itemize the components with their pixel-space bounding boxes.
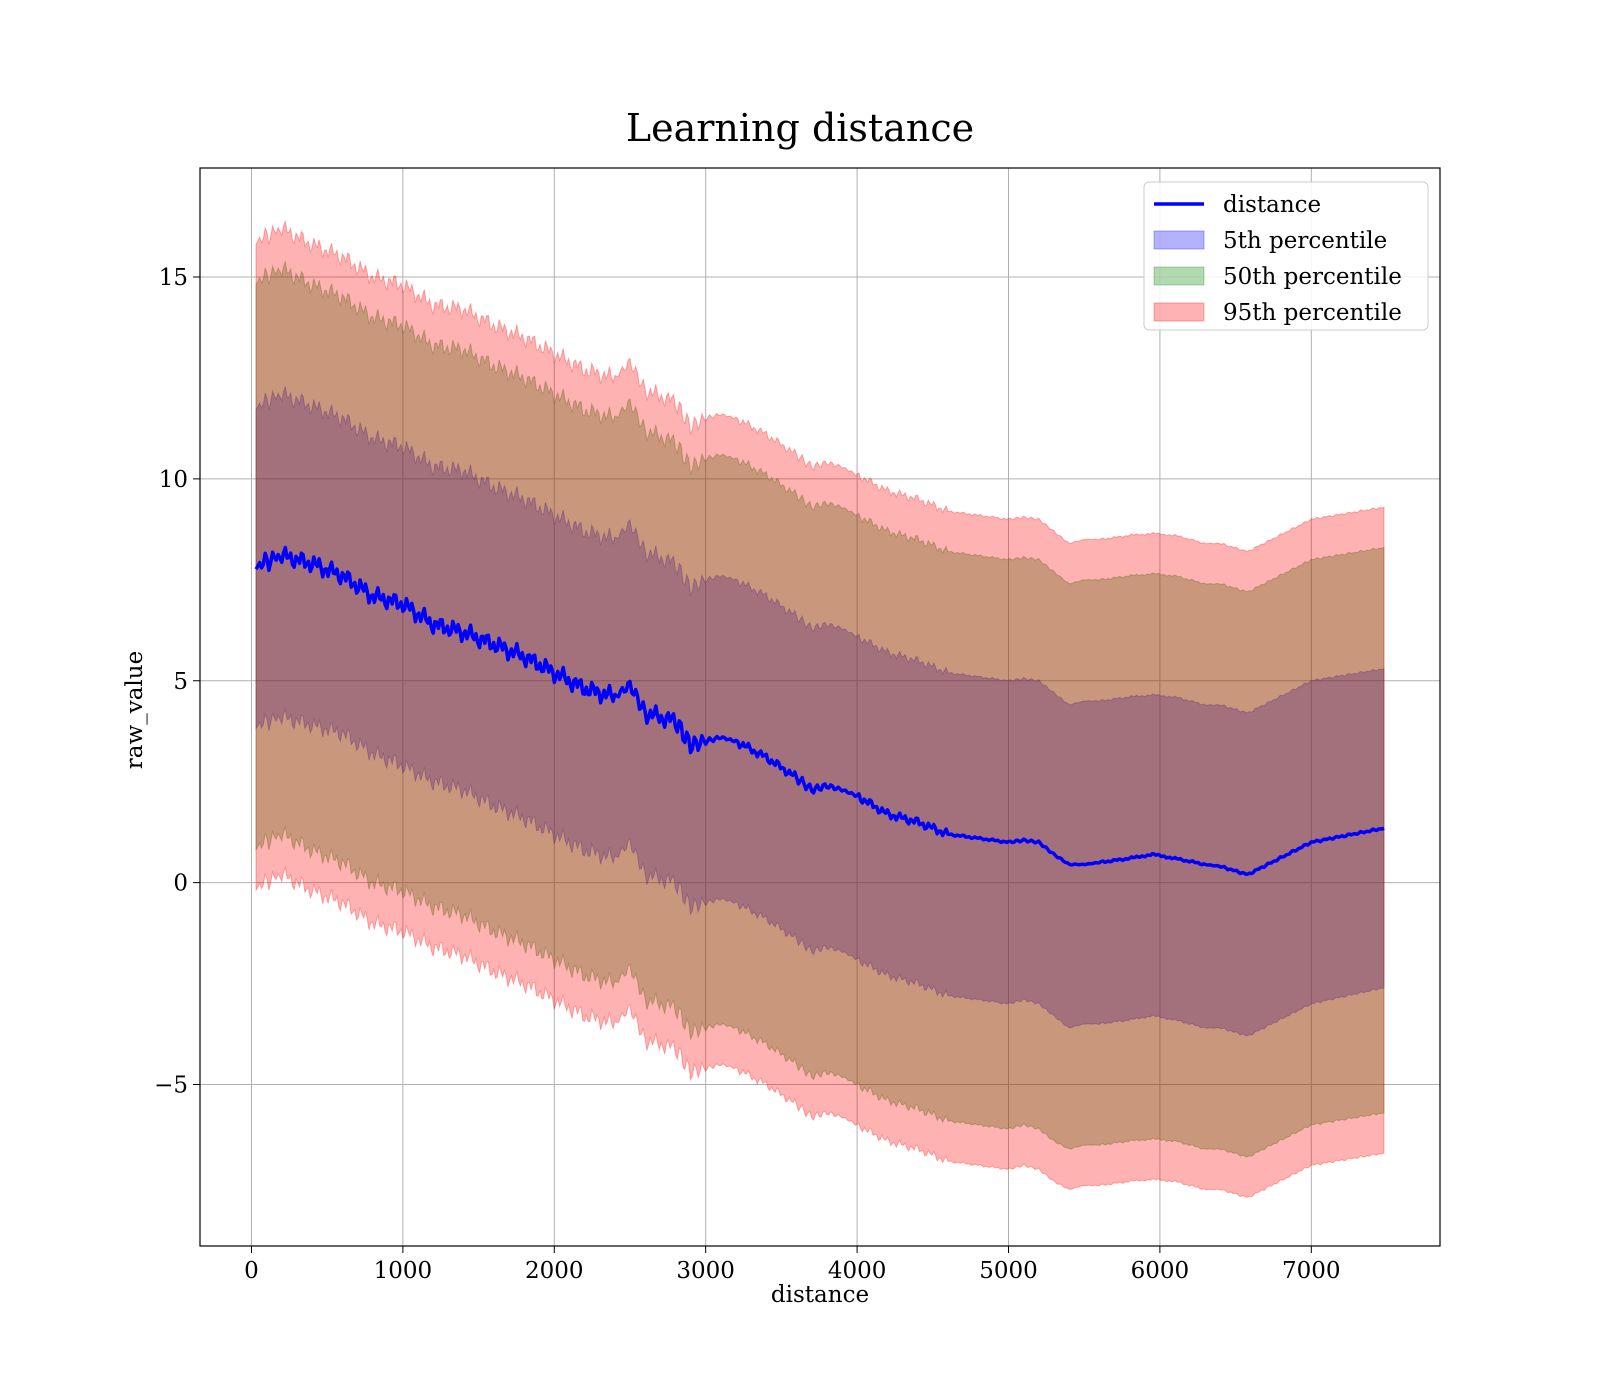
legend-label: 95th percentile (1223, 300, 1402, 326)
band-5th-percentile (255, 386, 1385, 1037)
legend: distance 5th percentile 50th percentile 95t… (1143, 181, 1429, 331)
x-tick-label: 4000 (828, 1258, 887, 1284)
x-axis-label: distance (771, 1282, 869, 1308)
x-tick-label: 0 (244, 1258, 259, 1284)
band-95th-percentile (255, 219, 1385, 1198)
legend-label: 50th percentile (1223, 264, 1402, 290)
x-tick-label: 3000 (676, 1258, 735, 1284)
x-tick-label: 5000 (979, 1258, 1038, 1284)
x-tick-label: 2000 (525, 1258, 584, 1284)
legend-label: 5th percentile (1223, 228, 1387, 254)
legend-swatch-band (1153, 302, 1205, 322)
y-tick-label: 5 (173, 669, 188, 695)
legend-label: distance (1223, 192, 1321, 218)
legend-swatch-band (1153, 266, 1205, 286)
plot-area: 0 1000 2000 3000 4000 5000 6000 7000 −5 0 5 10 15 (154, 167, 1441, 1284)
y-tick-label: 10 (159, 467, 188, 493)
y-axis-label: raw_value (122, 651, 148, 769)
series-line-distance (254, 545, 1385, 877)
band-50th-percentile (255, 259, 1385, 1158)
legend-swatch-band (1153, 230, 1205, 250)
y-tick-label: 0 (173, 871, 188, 897)
legend-box (1143, 181, 1429, 331)
y-tick-label: −5 (154, 1073, 188, 1099)
axes-frame (199, 167, 1441, 1247)
x-tick-label: 7000 (1282, 1258, 1341, 1284)
x-tick-label: 1000 (374, 1258, 433, 1284)
y-tick-label: 15 (159, 265, 188, 291)
chart-title: Learning distance (626, 106, 974, 150)
x-tick-label: 6000 (1131, 1258, 1190, 1284)
